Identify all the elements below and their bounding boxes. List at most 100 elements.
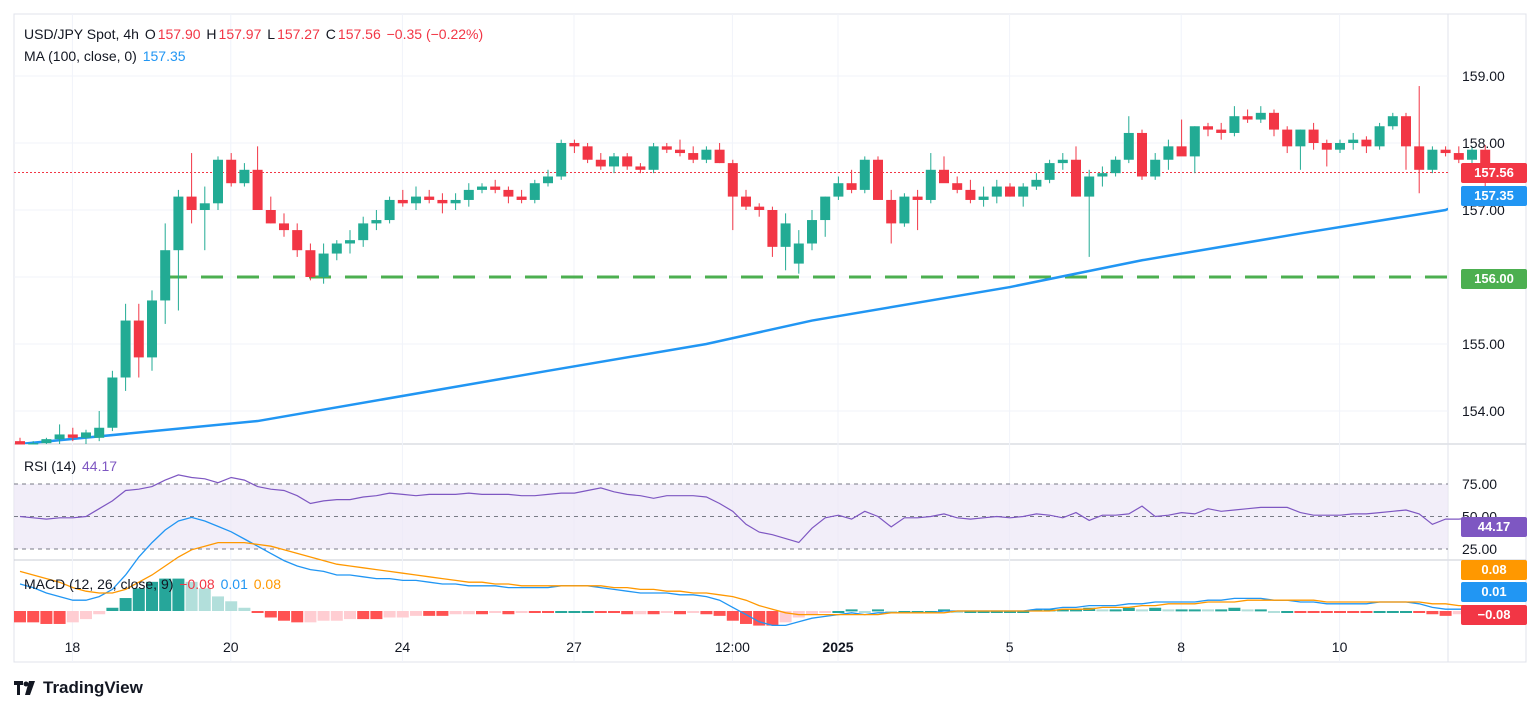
macd-label[interactable]: MACD (12, 26, close, 9): [24, 576, 174, 592]
macd-histogram-bar: [1334, 611, 1346, 613]
candle-body: [1005, 186, 1015, 197]
candle-body: [873, 159, 883, 200]
candle-body: [1374, 126, 1385, 147]
candle-body: [529, 183, 540, 200]
tradingview-icon: [14, 681, 35, 695]
macd-histogram-bar: [1096, 609, 1109, 612]
candle-body: [397, 199, 408, 204]
rsi-label[interactable]: RSI (14): [24, 458, 77, 474]
candle-body: [833, 183, 844, 197]
time-tick-label: 18: [65, 639, 81, 655]
candle-body: [714, 149, 725, 164]
candle-body: [1361, 139, 1372, 147]
candle-body: [1453, 153, 1464, 160]
macd-histogram-bar: [1268, 611, 1280, 613]
macd-histogram-bar: [766, 611, 779, 626]
macd-histogram-bar: [106, 607, 119, 611]
candle-body: [463, 189, 474, 200]
rsi-tick-label: 25.00: [1462, 541, 1497, 557]
ma-line-group: [19, 207, 1448, 444]
price-tick-label: 158.00: [1462, 135, 1505, 151]
candle-body: [477, 186, 487, 190]
macd-histogram-bar: [924, 611, 937, 613]
macd-histogram-bar: [608, 611, 620, 613]
macd-histogram-bar: [1413, 611, 1426, 613]
candle-body: [1440, 149, 1451, 154]
candle-body: [965, 189, 976, 200]
macd-histogram-bar: [225, 601, 238, 611]
candle-body: [516, 196, 527, 200]
symbol-label[interactable]: USD/JPY Spot, 4h: [24, 26, 139, 42]
candle-body: [701, 149, 712, 160]
time-tick-label: 12:00: [715, 639, 750, 655]
candle-body: [648, 146, 659, 170]
candle-body: [1282, 129, 1293, 147]
candle-body: [67, 434, 78, 438]
macd-histogram-bar: [581, 611, 594, 613]
price-tick-label: 159.00: [1462, 68, 1505, 84]
rsi-line-group: [19, 474, 1499, 544]
macd-histogram-bar: [1360, 611, 1373, 613]
candle-body: [609, 156, 619, 167]
ma-label[interactable]: MA (100, close, 0): [24, 48, 137, 64]
candle-body: [1031, 179, 1042, 187]
macd-histogram-bar: [1307, 611, 1320, 613]
change-value: −0.35 (−0.22%): [386, 26, 484, 42]
macd-histogram-bar: [1400, 611, 1412, 613]
rsi-band: [14, 483, 1448, 550]
macd-histogram-bar: [977, 611, 990, 613]
candle-body: [1401, 116, 1411, 147]
macd-histogram-bar: [14, 611, 26, 623]
rsi-tick-label: 75.00: [1462, 476, 1497, 492]
macd-histogram-bar: [489, 611, 502, 613]
candle-body: [411, 196, 421, 204]
macd-group: [14, 516, 1505, 627]
candle-body: [1044, 163, 1055, 180]
macd-histogram-bar: [594, 611, 607, 613]
candle-body: [675, 149, 685, 154]
candle-body: [371, 220, 382, 224]
grid: [13, 13, 1527, 663]
tradingview-logo[interactable]: TradingView: [14, 678, 143, 698]
ma-header: MA (100, close, 0) 157.35: [24, 48, 188, 64]
macd-histogram-bar: [1386, 611, 1399, 613]
candle-body: [846, 183, 857, 190]
time-tick-label: 2025: [822, 639, 853, 655]
candle-body: [1242, 116, 1253, 120]
macd-histogram-bar: [185, 581, 198, 611]
candle-body: [252, 169, 263, 210]
macd-histogram-bar: [542, 611, 554, 613]
macd-value: −0.08: [179, 576, 215, 592]
macd-histogram-bar: [1188, 609, 1201, 612]
macd-histogram-bar: [1136, 609, 1148, 612]
macd-histogram-bar: [396, 611, 409, 618]
candle-body: [331, 243, 342, 254]
candle-body: [318, 253, 329, 277]
macd-histogram-bar: [568, 611, 581, 613]
close-value: 157.56: [337, 26, 381, 42]
candle-body: [265, 210, 276, 224]
candle-body: [1427, 149, 1438, 170]
candle-body: [120, 320, 131, 378]
macd-histogram-bar: [436, 611, 449, 616]
macd-histogram-bar: [198, 588, 211, 611]
candle-body: [741, 196, 751, 207]
macd-histogram-bar: [1149, 607, 1162, 611]
macd-histogram-bar: [462, 611, 475, 615]
macd-histogram-bar: [845, 609, 858, 612]
chart-header: USD/JPY Spot, 4h O 157.90 H 157.97 L 157.27…: [24, 26, 485, 42]
macd-histogram-bar: [990, 611, 1003, 613]
time-tick-label: 5: [1006, 639, 1014, 655]
candle-body: [358, 223, 369, 241]
candle-body: [1335, 143, 1345, 150]
candle-body: [490, 186, 501, 190]
macd-histogram-bar: [449, 611, 462, 615]
macd-histogram-bar: [1122, 607, 1135, 611]
candle-body: [991, 186, 1002, 197]
rsi-line: [19, 474, 1499, 544]
candle-body: [186, 196, 197, 210]
level-price-tag: 156.00: [1461, 269, 1527, 289]
candle-body: [345, 240, 355, 244]
candle-body: [450, 199, 461, 204]
chart-frame: [13, 13, 1527, 663]
